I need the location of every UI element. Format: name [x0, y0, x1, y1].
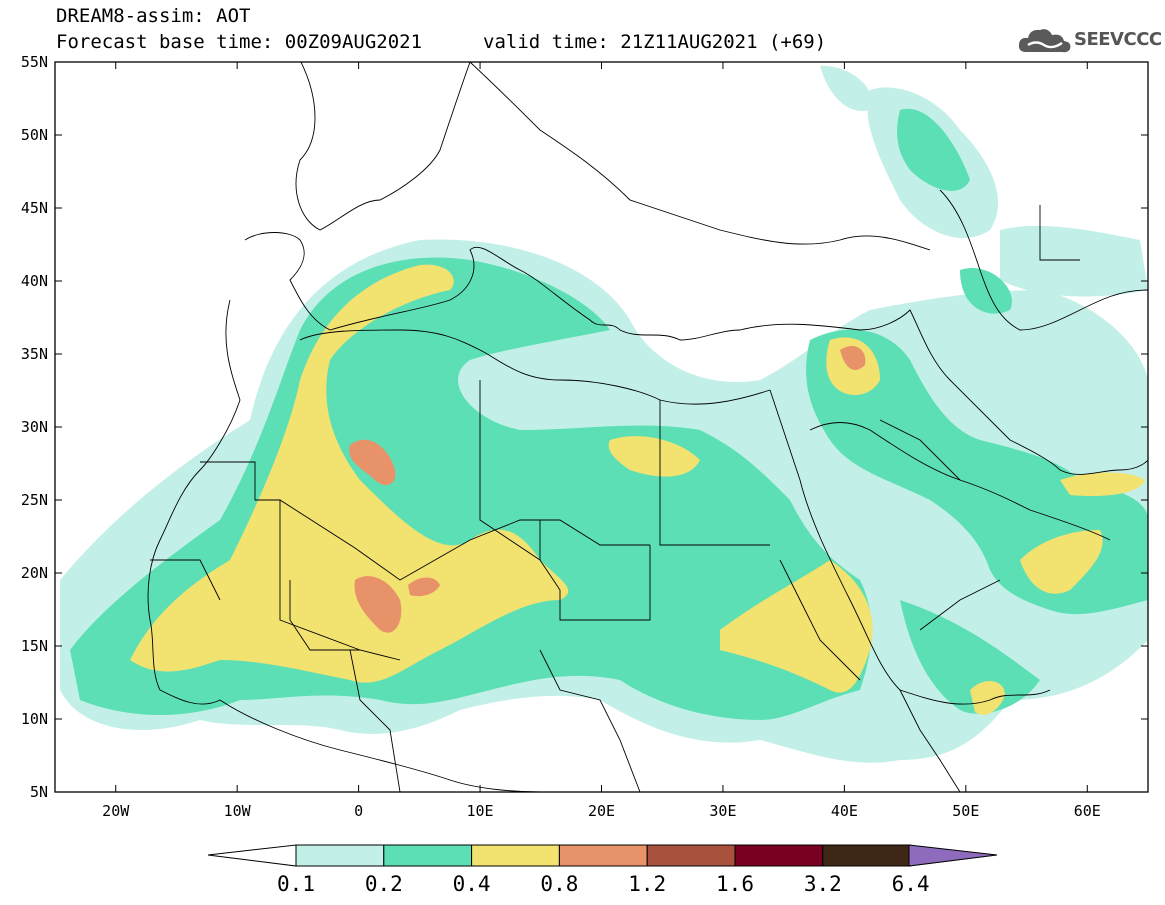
colorbar-segment: [822, 844, 912, 867]
lon-label: 40E: [830, 802, 858, 820]
colorbar-under-triangle: [207, 844, 297, 867]
lon-label: 10W: [223, 802, 251, 820]
colorbar-segment: [558, 844, 648, 867]
colorbar-segment: [471, 844, 560, 867]
lat-label: 15N: [20, 637, 48, 655]
coastlines-borders: [147, 62, 1148, 792]
lat-label: 55N: [20, 53, 48, 71]
seevccc-logo: SEEVCCC: [1018, 26, 1162, 54]
valid-time: valid time: 21Z11AUG2021 (+69): [483, 31, 827, 53]
lon-label: 0: [354, 802, 364, 820]
colorbar-segment: [383, 844, 473, 867]
colorbar-segment: [646, 844, 736, 867]
lon-label: 30E: [709, 802, 737, 820]
lon-label: 20E: [587, 802, 616, 820]
lat-label: 50N: [20, 126, 48, 144]
colorbar-label: 1.6: [716, 872, 754, 896]
colorbar-label: 3.2: [803, 872, 842, 896]
colorbar-over-triangle: [908, 844, 998, 867]
colorbar-label: 6.4: [891, 872, 930, 896]
lat-label: 30N: [20, 418, 48, 436]
lon-label: 60E: [1073, 802, 1101, 820]
colorbar: [207, 844, 998, 867]
lat-label: 40N: [20, 272, 48, 290]
lon-label: 20W: [102, 802, 130, 820]
lat-label: 5N: [29, 783, 48, 801]
aot-field: [60, 65, 1148, 763]
logo-text: SEEVCCC: [1074, 29, 1162, 50]
axis-ticks: [55, 61, 1148, 793]
lat-label: 25N: [20, 491, 48, 509]
forecast-base-time: Forecast base time: 00Z09AUG2021: [56, 31, 423, 53]
cloud-icon: [1018, 29, 1071, 53]
colorbar-label: 0.4: [452, 872, 491, 896]
lat-label: 45N: [20, 199, 48, 217]
colorbar-segment: [295, 844, 385, 867]
colorbar-label: 0.8: [540, 872, 579, 896]
lat-label: 10N: [20, 710, 48, 728]
lon-label: 50E: [952, 802, 980, 820]
lon-label: 10E: [466, 802, 494, 820]
colorbar-segment: [734, 844, 824, 867]
lat-label: 20N: [20, 564, 48, 582]
map-title: DREAM8-assim: AOT: [56, 5, 251, 27]
colorbar-label: 0.2: [364, 872, 403, 896]
colorbar-label: 1.2: [628, 872, 667, 896]
lat-label: 35N: [20, 345, 48, 363]
colorbar-label: 0.1: [277, 872, 315, 896]
